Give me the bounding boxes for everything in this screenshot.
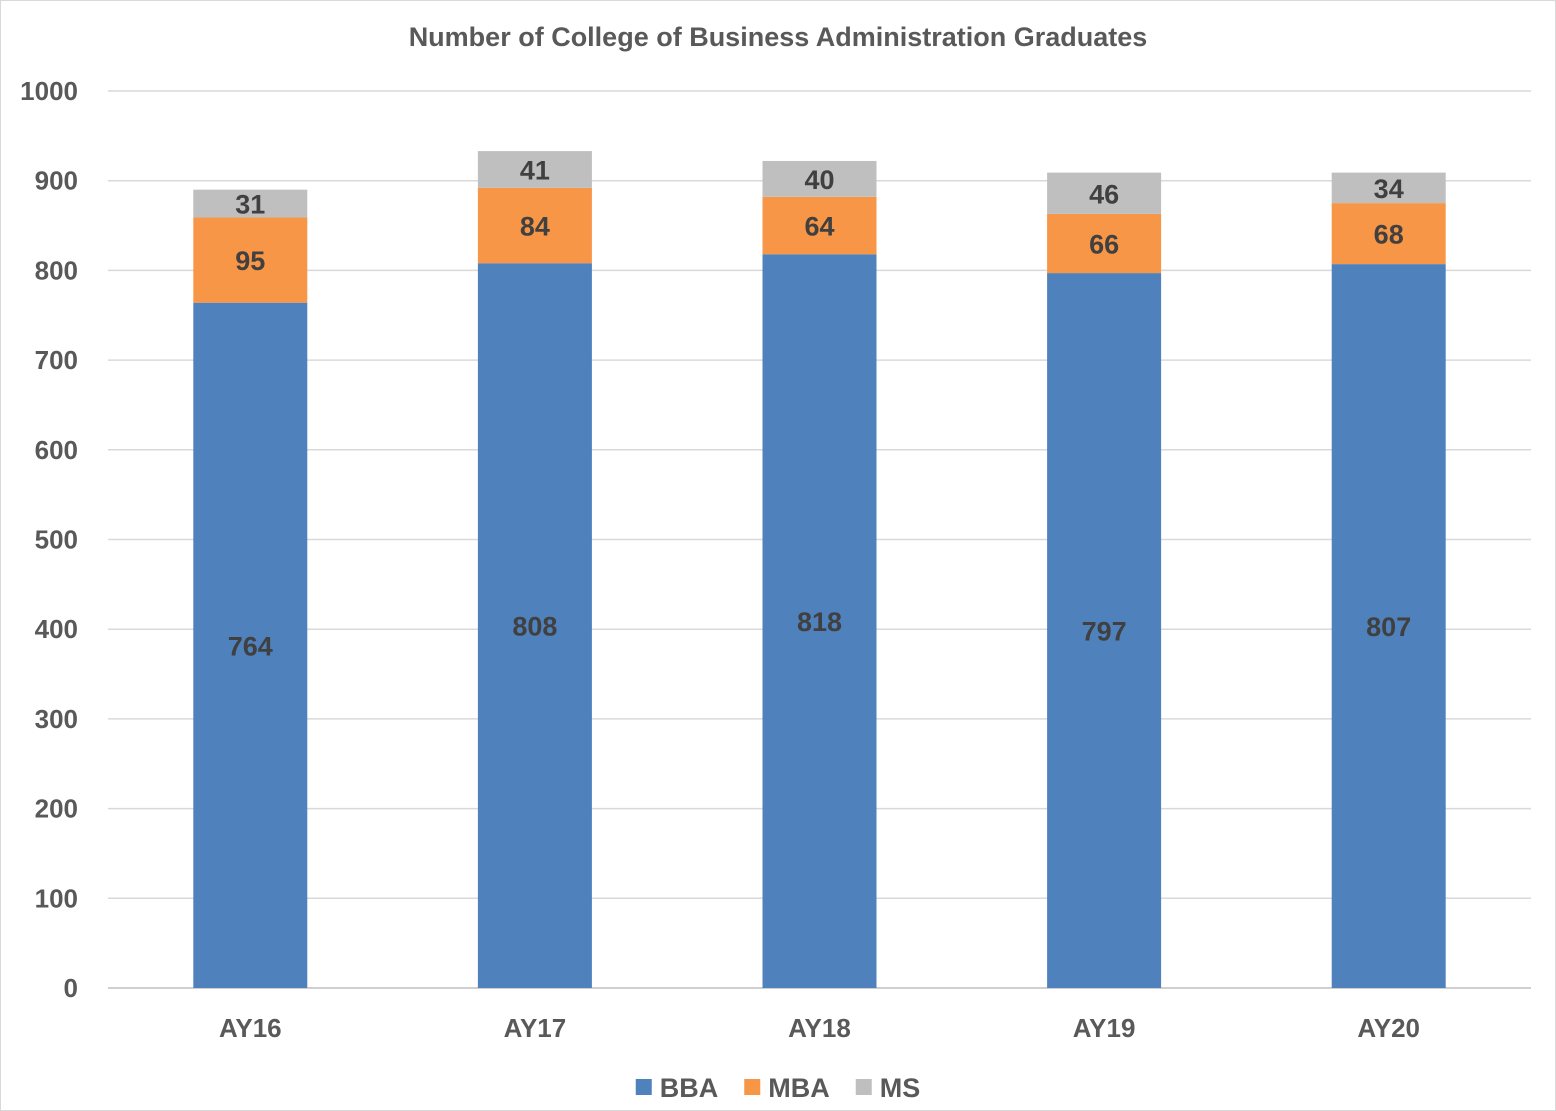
y-tick-label: 700 <box>35 345 78 375</box>
data-label-bba: 808 <box>512 612 557 642</box>
y-tick-label: 100 <box>35 883 78 913</box>
legend-swatch-ms <box>855 1079 872 1095</box>
y-tick-label: 500 <box>35 525 78 555</box>
data-label-bba: 764 <box>228 631 273 661</box>
bar-segment-bba <box>1331 264 1446 989</box>
data-label-ms: 34 <box>1374 174 1404 204</box>
y-tick-label: 200 <box>35 794 78 824</box>
bar-segment-ms <box>1047 172 1162 214</box>
y-tick-label: 300 <box>35 704 78 734</box>
legend-label-mba: MBA <box>768 1073 830 1103</box>
y-tick-label: 0 <box>64 973 78 1003</box>
y-axis-tick-labels: 0 100 200 300 400 500 600 700 800 900 1000 <box>20 76 78 1003</box>
x-tick-label: AY19 <box>1073 1013 1136 1043</box>
data-label-bba: 818 <box>797 607 842 637</box>
data-label-mba: 68 <box>1374 220 1404 250</box>
x-tick-label: AY18 <box>788 1013 851 1043</box>
data-label-mba: 84 <box>520 212 550 242</box>
data-label-ms: 41 <box>520 155 550 185</box>
bar-segment-bba <box>477 263 592 988</box>
data-label-ms: 31 <box>235 190 265 220</box>
bar-segment-mba <box>1047 213 1162 274</box>
legend-swatch-mba <box>744 1079 761 1095</box>
data-label-bba: 797 <box>1082 617 1127 647</box>
data-label-ms: 40 <box>804 165 834 195</box>
bar-segment-bba <box>762 254 877 988</box>
x-axis-tick-labels: AY16 AY17 AY18 AY19 AY20 <box>219 1013 1420 1043</box>
bar-segment-mba <box>477 187 592 264</box>
bar-segment-ms <box>1331 172 1446 204</box>
y-tick-label: 800 <box>35 255 78 285</box>
y-tick-label: 900 <box>35 166 78 196</box>
data-label-mba: 66 <box>1089 229 1119 259</box>
bar-segment-ms <box>477 151 592 188</box>
y-tick-label: 400 <box>35 614 78 644</box>
bar-segment-ms <box>193 189 308 218</box>
y-tick-label: 600 <box>35 435 78 465</box>
bar-segment-mba <box>762 196 877 255</box>
chart-title: Number of College of Business Administra… <box>408 22 1148 52</box>
data-label-mba: 95 <box>235 246 265 276</box>
legend-label-bba: BBA <box>660 1073 719 1103</box>
legend: BBA MBA MS <box>635 1073 921 1103</box>
x-tick-label: AY20 <box>1357 1013 1420 1043</box>
bar-segment-mba <box>1331 203 1446 265</box>
legend-label-ms: MS <box>880 1073 921 1103</box>
x-tick-label: AY16 <box>219 1013 282 1043</box>
bars <box>193 151 1446 989</box>
data-label-bba: 807 <box>1366 612 1411 642</box>
x-tick-label: AY17 <box>504 1013 567 1043</box>
y-tick-label: 1000 <box>20 76 78 106</box>
bar-segment-bba <box>193 302 308 988</box>
bar-segment-ms <box>762 160 877 197</box>
bar-segment-mba <box>193 217 308 303</box>
data-label-ms: 46 <box>1089 179 1119 209</box>
data-labels: 764 95 31 808 84 41 818 64 40 797 66 46 807 68 34 <box>228 155 1411 661</box>
bar-segment-bba <box>1047 273 1162 988</box>
data-label-mba: 64 <box>804 212 834 242</box>
legend-swatch-bba <box>635 1079 652 1095</box>
